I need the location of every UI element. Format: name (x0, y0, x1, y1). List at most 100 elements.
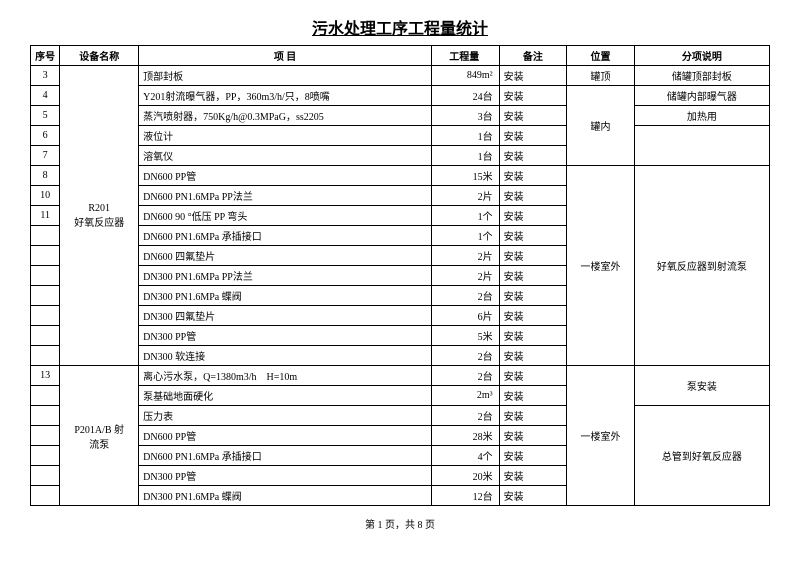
cell: 13 (31, 366, 60, 386)
cell: 安装 (499, 166, 567, 186)
cell: 加热用 (634, 106, 769, 126)
cell: 罐顶 (567, 66, 635, 86)
th-item: 项 目 (139, 46, 432, 66)
header-row: 序号 设备名称 项 目 工程量 备注 位置 分项说明 (31, 46, 770, 66)
cell: 安装 (499, 206, 567, 226)
cell (31, 386, 60, 406)
cell: 2台 (432, 346, 500, 366)
cell: 泵基础地面硬化 (139, 386, 432, 406)
cell: 安装 (499, 266, 567, 286)
cell: 2m³ (432, 386, 500, 406)
cell (31, 266, 60, 286)
cell: 2台 (432, 406, 500, 426)
th-desc: 分项说明 (634, 46, 769, 66)
cell: 安装 (499, 486, 567, 506)
cell: DN300 四氟垫片 (139, 306, 432, 326)
cell: 6片 (432, 306, 500, 326)
cell: 1个 (432, 206, 500, 226)
cell: 8 (31, 166, 60, 186)
cell: DN300 PP管 (139, 326, 432, 346)
cell: 安装 (499, 406, 567, 426)
cell: 泵安装 (634, 366, 769, 406)
cell: 顶部封板 (139, 66, 432, 86)
cell: 2片 (432, 266, 500, 286)
cell: DN600 四氟垫片 (139, 246, 432, 266)
cell: 安装 (499, 226, 567, 246)
cell: DN300 PN1.6MPa 蝶阀 (139, 486, 432, 506)
cell: 3 (31, 66, 60, 86)
cell (31, 466, 60, 486)
table-row: 13P201A/B 射流泵离心污水泵，Q=1380m3/h H=10m2台安装一… (31, 366, 770, 386)
th-loc: 位置 (567, 46, 635, 66)
cell: 849m² (432, 66, 500, 86)
table-row: 4Y201射流曝气器，PP，360m3/h/只，8喷嘴24台安装罐内储罐内部曝气… (31, 86, 770, 106)
cell: 安装 (499, 106, 567, 126)
cell: 离心污水泵，Q=1380m3/h H=10m (139, 366, 432, 386)
cell (31, 406, 60, 426)
cell: 1台 (432, 146, 500, 166)
cell: 安装 (499, 346, 567, 366)
cell: 7 (31, 146, 60, 166)
th-seq: 序号 (31, 46, 60, 66)
cell (31, 486, 60, 506)
cell: DN600 PN1.6MPa PP法兰 (139, 186, 432, 206)
cell: 安装 (499, 366, 567, 386)
cell (31, 226, 60, 246)
cell: 15米 (432, 166, 500, 186)
cell: DN300 软连接 (139, 346, 432, 366)
cell: 储罐内部曝气器 (634, 86, 769, 106)
cell: 安装 (499, 426, 567, 446)
cell: DN600 90 °低压 PP 弯头 (139, 206, 432, 226)
cell (31, 246, 60, 266)
cell: 24台 (432, 86, 500, 106)
cell: DN600 PP管 (139, 166, 432, 186)
table-row: 8DN600 PP管15米安装一楼室外好氧反应器到射流泵 (31, 166, 770, 186)
cell (31, 346, 60, 366)
cell: 2片 (432, 186, 500, 206)
cell: 压力表 (139, 406, 432, 426)
cell: 安装 (499, 306, 567, 326)
cell (31, 326, 60, 346)
cell: 12台 (432, 486, 500, 506)
cell: 一楼室外 (567, 166, 635, 366)
cell (31, 286, 60, 306)
cell (31, 446, 60, 466)
main-table: 序号 设备名称 项 目 工程量 备注 位置 分项说明 3R201好氧反应器顶部封… (30, 45, 770, 506)
cell: 28米 (432, 426, 500, 446)
cell: 好氧反应器到射流泵 (634, 166, 769, 366)
cell: 11 (31, 206, 60, 226)
cell: 1个 (432, 226, 500, 246)
page-title: 污水处理工序工程量统计 (312, 15, 488, 39)
cell: 安装 (499, 286, 567, 306)
page-footer: 第 1 页，共 8 页 (365, 516, 435, 531)
cell (634, 126, 769, 166)
table-body: 3R201好氧反应器顶部封板849m²安装罐顶储罐顶部封板4Y201射流曝气器，… (31, 66, 770, 506)
cell: 4 (31, 86, 60, 106)
cell: DN300 PP管 (139, 466, 432, 486)
table-row: 压力表2台安装总管到好氧反应器 (31, 406, 770, 426)
cell: 安装 (499, 246, 567, 266)
cell: 20米 (432, 466, 500, 486)
cell: P201A/B 射流泵 (60, 366, 139, 506)
cell: 蒸汽喷射器，750Kg/h@0.3MPaG，ss2205 (139, 106, 432, 126)
cell: 1台 (432, 126, 500, 146)
cell: DN300 PN1.6MPa PP法兰 (139, 266, 432, 286)
cell: 安装 (499, 146, 567, 166)
cell (31, 306, 60, 326)
table-row: 5蒸汽喷射器，750Kg/h@0.3MPaG，ss22053台安装加热用 (31, 106, 770, 126)
cell: 安装 (499, 446, 567, 466)
cell: R201好氧反应器 (60, 66, 139, 366)
cell: 4个 (432, 446, 500, 466)
th-note: 备注 (499, 46, 567, 66)
cell: DN300 PN1.6MPa 蝶阀 (139, 286, 432, 306)
cell: 5米 (432, 326, 500, 346)
cell: 2片 (432, 246, 500, 266)
cell: 总管到好氧反应器 (634, 406, 769, 506)
cell: 安装 (499, 386, 567, 406)
cell: DN600 PP管 (139, 426, 432, 446)
cell: 安装 (499, 126, 567, 146)
cell: 液位计 (139, 126, 432, 146)
cell: 储罐顶部封板 (634, 66, 769, 86)
th-qty: 工程量 (432, 46, 500, 66)
cell: 6 (31, 126, 60, 146)
